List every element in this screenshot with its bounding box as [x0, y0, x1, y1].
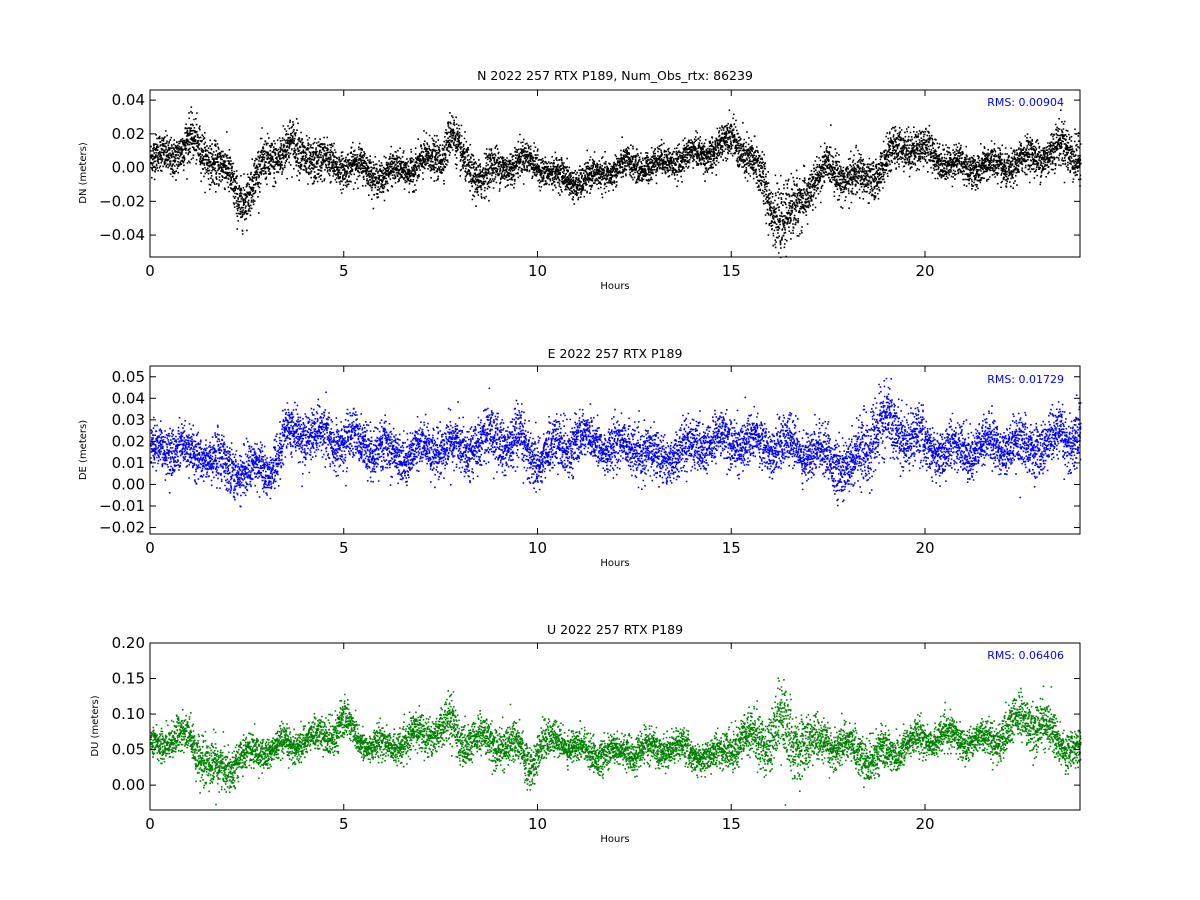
panel-north-x-tick-label: 10	[528, 262, 547, 280]
panel-up-points	[150, 677, 1082, 806]
panel-up-title: U 2022 257 RTX P189	[547, 622, 683, 637]
panel-north-x-label: Hours	[600, 281, 629, 292]
panel-up-x-tick-label: 15	[722, 815, 741, 833]
panel-north-x-tick-label: 15	[722, 262, 741, 280]
panel-up-rms-annotation: RMS: 0.06406	[987, 649, 1064, 662]
panel-up-x-tick-label: 0	[145, 815, 155, 833]
panel-east-points	[150, 377, 1082, 508]
panel-east-y-tick-label: 0.03	[112, 411, 145, 429]
panel-up-x-tick-label: 5	[339, 815, 349, 833]
panel-east-y-ticks: −0.02 −0.01 0.00 0.01 0.02 0.03 0.04 0.05	[99, 368, 1080, 537]
panel-up-y-tick-label: 0.15	[112, 670, 145, 688]
panel-east-x-ticks: 0 5 10 15 20	[145, 366, 935, 557]
panel-up-y-label: DU (meters)	[90, 695, 101, 756]
panel-up-y-ticks: 0.00 0.05 0.10 0.15 0.20	[112, 634, 1080, 794]
panel-north-frame	[149, 89, 1081, 258]
panel-north-title: N 2022 257 RTX P189, Num_Obs_rtx: 86239	[477, 68, 753, 83]
panel-east-frame	[149, 365, 1081, 535]
panel-east-scatter-series	[150, 377, 1082, 508]
panel-up-x-ticks: 0 5 10 15 20	[145, 643, 935, 833]
panel-up-y-tick-label: 0.10	[112, 705, 145, 723]
panel-up: U 2022 257 RTX P189 0 5 10 15 20 0.00 0.05 0.1…	[90, 622, 1082, 845]
panel-east-x-tick-label: 15	[722, 539, 741, 557]
panel-north-y-tick-label: −0.02	[99, 192, 145, 210]
panel-north-x-tick-label: 0	[145, 262, 155, 280]
panel-east-y-tick-label: −0.02	[99, 519, 145, 537]
panel-north-y-tick-label: −0.04	[99, 226, 145, 244]
panel-up-y-tick-label: 0.00	[112, 776, 145, 794]
panel-east-y-tick-label: 0.02	[112, 432, 145, 450]
panel-east-rms-annotation: RMS: 0.01729	[987, 373, 1064, 386]
panel-north-points	[150, 106, 1082, 259]
panel-north-x-tick-label: 20	[915, 262, 934, 280]
panel-north-rms-annotation: RMS: 0.00904	[987, 96, 1064, 109]
panel-east-y-tick-label: 0.00	[112, 475, 145, 493]
panel-north-x-tick-label: 5	[339, 262, 349, 280]
panel-north-y-ticks: −0.04 −0.02 0.00 0.02 0.04	[99, 91, 1080, 244]
panel-east-x-tick-label: 0	[145, 539, 155, 557]
panel-up-y-tick-label: 0.20	[112, 634, 145, 652]
panel-east-y-label: DE (meters)	[78, 420, 89, 480]
panel-north-y-label: DN (meters)	[78, 142, 89, 204]
panel-east-x-label: Hours	[600, 558, 629, 569]
panel-up-y-tick-label: 0.05	[112, 741, 145, 759]
panel-up-scatter-series	[150, 677, 1082, 806]
panel-east-y-tick-label: 0.01	[112, 454, 145, 472]
panel-east-y-tick-label: −0.01	[99, 497, 145, 515]
panel-up-frame	[149, 642, 1081, 811]
panel-east-x-tick-label: 10	[528, 539, 547, 557]
panel-east-x-tick-label: 5	[339, 539, 349, 557]
panel-up-x-tick-label: 10	[528, 815, 547, 833]
panel-east: E 2022 257 RTX P189 0 5 10 15 20 −0.02−0.010…	[78, 346, 1082, 569]
panel-up-x-tick-label: 20	[915, 815, 934, 833]
panel-north-scatter-series	[150, 106, 1082, 259]
panel-north: N 2022 257 RTX P189, Num_Obs_rtx: 86239 …	[78, 68, 1082, 292]
panel-north-y-tick-label: 0.04	[112, 91, 145, 109]
panel-east-x-tick-label: 20	[915, 539, 934, 557]
panel-north-y-tick-label: 0.02	[112, 125, 145, 143]
panel-east-y-tick-label: 0.05	[112, 368, 145, 386]
panel-east-title: E 2022 257 RTX P189	[548, 346, 683, 361]
panel-east-y-tick-label: 0.04	[112, 389, 145, 407]
panel-north-y-tick-label: 0.00	[112, 159, 145, 177]
panel-up-x-label: Hours	[600, 834, 629, 845]
